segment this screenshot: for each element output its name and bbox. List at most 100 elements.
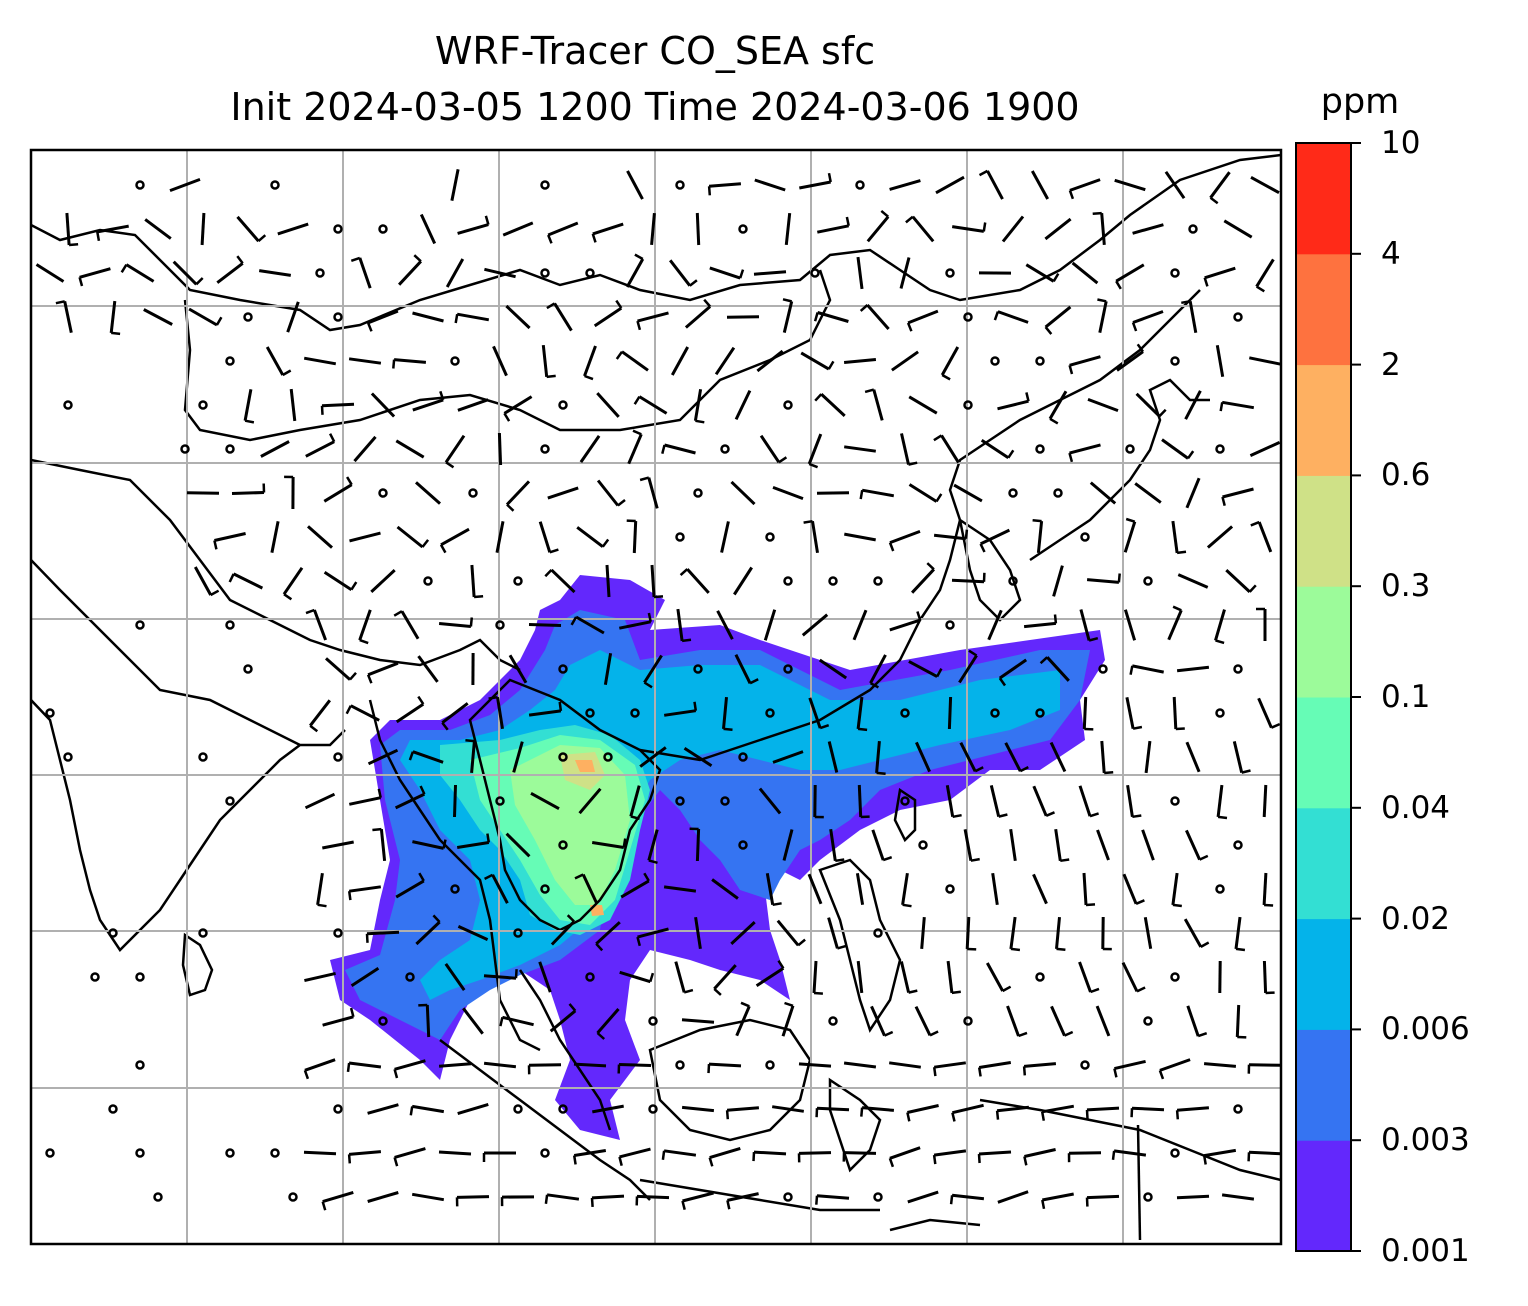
wind-barb — [309, 699, 331, 727]
wind-barb-flag — [349, 671, 357, 681]
wind-barb-flag — [514, 969, 518, 979]
wind-barb — [915, 741, 931, 773]
wind-barb-flag — [120, 263, 128, 273]
calm-wind-marker — [378, 224, 388, 234]
wind-barb — [260, 440, 290, 458]
wind-barb-flag — [725, 1110, 730, 1120]
wind-barb — [1046, 656, 1070, 682]
calm-wind-marker — [315, 268, 325, 278]
calm-wind-marker — [1170, 796, 1180, 806]
wind-barb — [412, 311, 444, 323]
wind-barb — [638, 395, 668, 415]
colorbar-tick-label: 0.1 — [1381, 679, 1431, 715]
wind-barb — [619, 970, 651, 984]
wind-barb-flag — [1199, 854, 1209, 861]
wind-barb-flag — [630, 815, 640, 821]
wind-barb — [670, 346, 690, 376]
wind-barb — [708, 1062, 742, 1068]
wind-barb — [1172, 696, 1178, 730]
wind-barb — [827, 917, 839, 949]
colorbar-band — [1296, 475, 1351, 587]
wind-barb — [1204, 266, 1236, 280]
wind-barb-flag — [1068, 452, 1074, 463]
wind-barb — [866, 215, 890, 243]
wind-barb — [305, 440, 335, 458]
wind-barb — [350, 967, 380, 987]
wind-barb-flag — [869, 682, 879, 689]
wind-barb-flag — [484, 215, 490, 225]
wind-barb — [579, 435, 601, 463]
wind-barb — [303, 1150, 337, 1156]
wind-barb — [348, 885, 382, 893]
calm-wind-marker — [693, 664, 703, 674]
wind-barb-flag — [1219, 402, 1224, 412]
wind-barb — [578, 787, 602, 815]
wind-barb-flag — [993, 311, 1000, 321]
calm-wind-marker — [198, 928, 208, 938]
wind-barb — [1123, 521, 1137, 553]
wind-barb — [596, 1008, 620, 1034]
wind-barb — [1161, 438, 1189, 460]
wind-barb — [425, 1004, 431, 1038]
wind-barb — [619, 1147, 651, 1159]
wind-barb-flag — [1129, 665, 1134, 675]
wind-barb-flag — [932, 1067, 937, 1077]
colorbar-unit: ppm — [1320, 82, 1400, 122]
coastlines — [31, 153, 1281, 1241]
wind-barb — [592, 222, 624, 236]
wind-barb — [816, 1106, 850, 1112]
wind-barb-flag — [69, 243, 79, 247]
calm-wind-marker — [738, 752, 748, 762]
wind-barb — [1055, 916, 1061, 950]
wind-barb — [370, 392, 396, 418]
wind-barb-flag — [309, 724, 319, 733]
wind-barb-flag — [857, 727, 868, 732]
wind-barb — [753, 270, 787, 276]
wind-barb-flag — [1248, 584, 1257, 593]
wind-barb — [1248, 1150, 1281, 1156]
wind-barb-flag — [648, 859, 658, 865]
wind-barb-flag — [1056, 947, 1066, 952]
wind-barb — [1100, 740, 1106, 774]
wind-barb — [1209, 171, 1231, 199]
wind-barb — [394, 1059, 426, 1071]
wind-barb — [1222, 487, 1254, 499]
wind-barb-flag — [693, 701, 698, 711]
colorbar-band — [1296, 586, 1351, 698]
wind-barb-flag — [1136, 343, 1145, 353]
wind-barb — [438, 1150, 472, 1156]
wind-barb — [978, 1061, 1012, 1069]
calm-wind-marker — [1188, 224, 1198, 234]
wind-barb — [997, 1190, 1029, 1204]
calm-wind-marker — [873, 1192, 883, 1202]
java — [639, 1178, 880, 1212]
wind-barb-flag — [998, 813, 1008, 818]
wind-barb — [398, 260, 422, 286]
calm-wind-marker — [180, 444, 190, 454]
wind-barb-flag — [813, 312, 819, 322]
wind-barb — [663, 885, 697, 893]
wind-barb-flag — [819, 724, 830, 730]
calm-wind-marker — [1035, 972, 1045, 982]
wind-barb — [1095, 1005, 1111, 1037]
wind-barb-flag — [978, 169, 989, 177]
calm-wind-marker — [675, 1060, 685, 1070]
wind-barb — [1176, 665, 1210, 673]
wind-barb — [550, 920, 576, 946]
wind-barb — [495, 521, 505, 553]
calm-wind-marker — [513, 928, 523, 938]
wind-barb-flag — [506, 503, 515, 512]
wind-barb — [756, 349, 784, 373]
wind-barb — [312, 609, 328, 641]
wind-barb — [1122, 873, 1138, 905]
wind-barb — [367, 748, 399, 766]
calm-wind-marker — [648, 1016, 658, 1026]
wind-barb — [676, 608, 684, 642]
wind-barb-flag — [782, 298, 792, 303]
wind-barb — [621, 350, 649, 372]
wind-barb — [799, 180, 831, 190]
wind-barb — [415, 920, 441, 946]
colorbar-band — [1296, 364, 1351, 476]
wind-barb — [492, 345, 508, 377]
calm-wind-marker — [1170, 972, 1180, 982]
